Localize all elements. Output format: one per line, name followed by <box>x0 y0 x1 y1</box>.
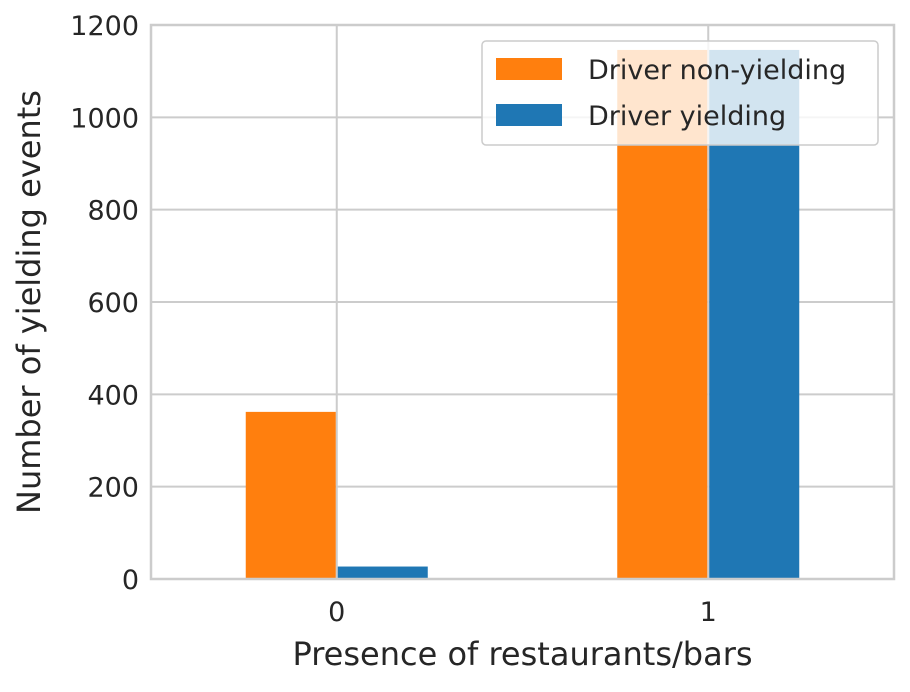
y-tick-label: 1200 <box>70 11 139 42</box>
legend-swatch-yielding <box>496 104 562 126</box>
bar-yielding-cat-0 <box>337 566 428 579</box>
x-tick-label: 1 <box>700 597 717 628</box>
legend-label-yielding: Driver yielding <box>588 101 786 132</box>
y-tick-label: 1000 <box>70 103 139 134</box>
y-tick-label: 0 <box>122 565 139 596</box>
y-tick-label: 600 <box>87 288 139 319</box>
y-axis-label: Number of yielding events <box>10 90 48 514</box>
y-tick-label: 200 <box>87 473 139 504</box>
legend-label-non-yielding: Driver non-yielding <box>588 55 846 86</box>
x-tick-label: 0 <box>328 597 345 628</box>
y-tick-label: 400 <box>87 380 139 411</box>
y-tick-label: 800 <box>87 196 139 227</box>
legend: Driver non-yielding Driver yielding <box>481 40 879 146</box>
legend-box <box>481 40 879 146</box>
legend-swatch-non-yielding <box>496 58 562 80</box>
y-tick-labels: 0 200 400 600 800 1000 1200 <box>70 11 139 596</box>
plot-frame <box>149 23 896 581</box>
x-axis-label: Presence of restaurants/bars <box>292 635 752 673</box>
bar-non-yielding-cat-0 <box>245 411 336 579</box>
